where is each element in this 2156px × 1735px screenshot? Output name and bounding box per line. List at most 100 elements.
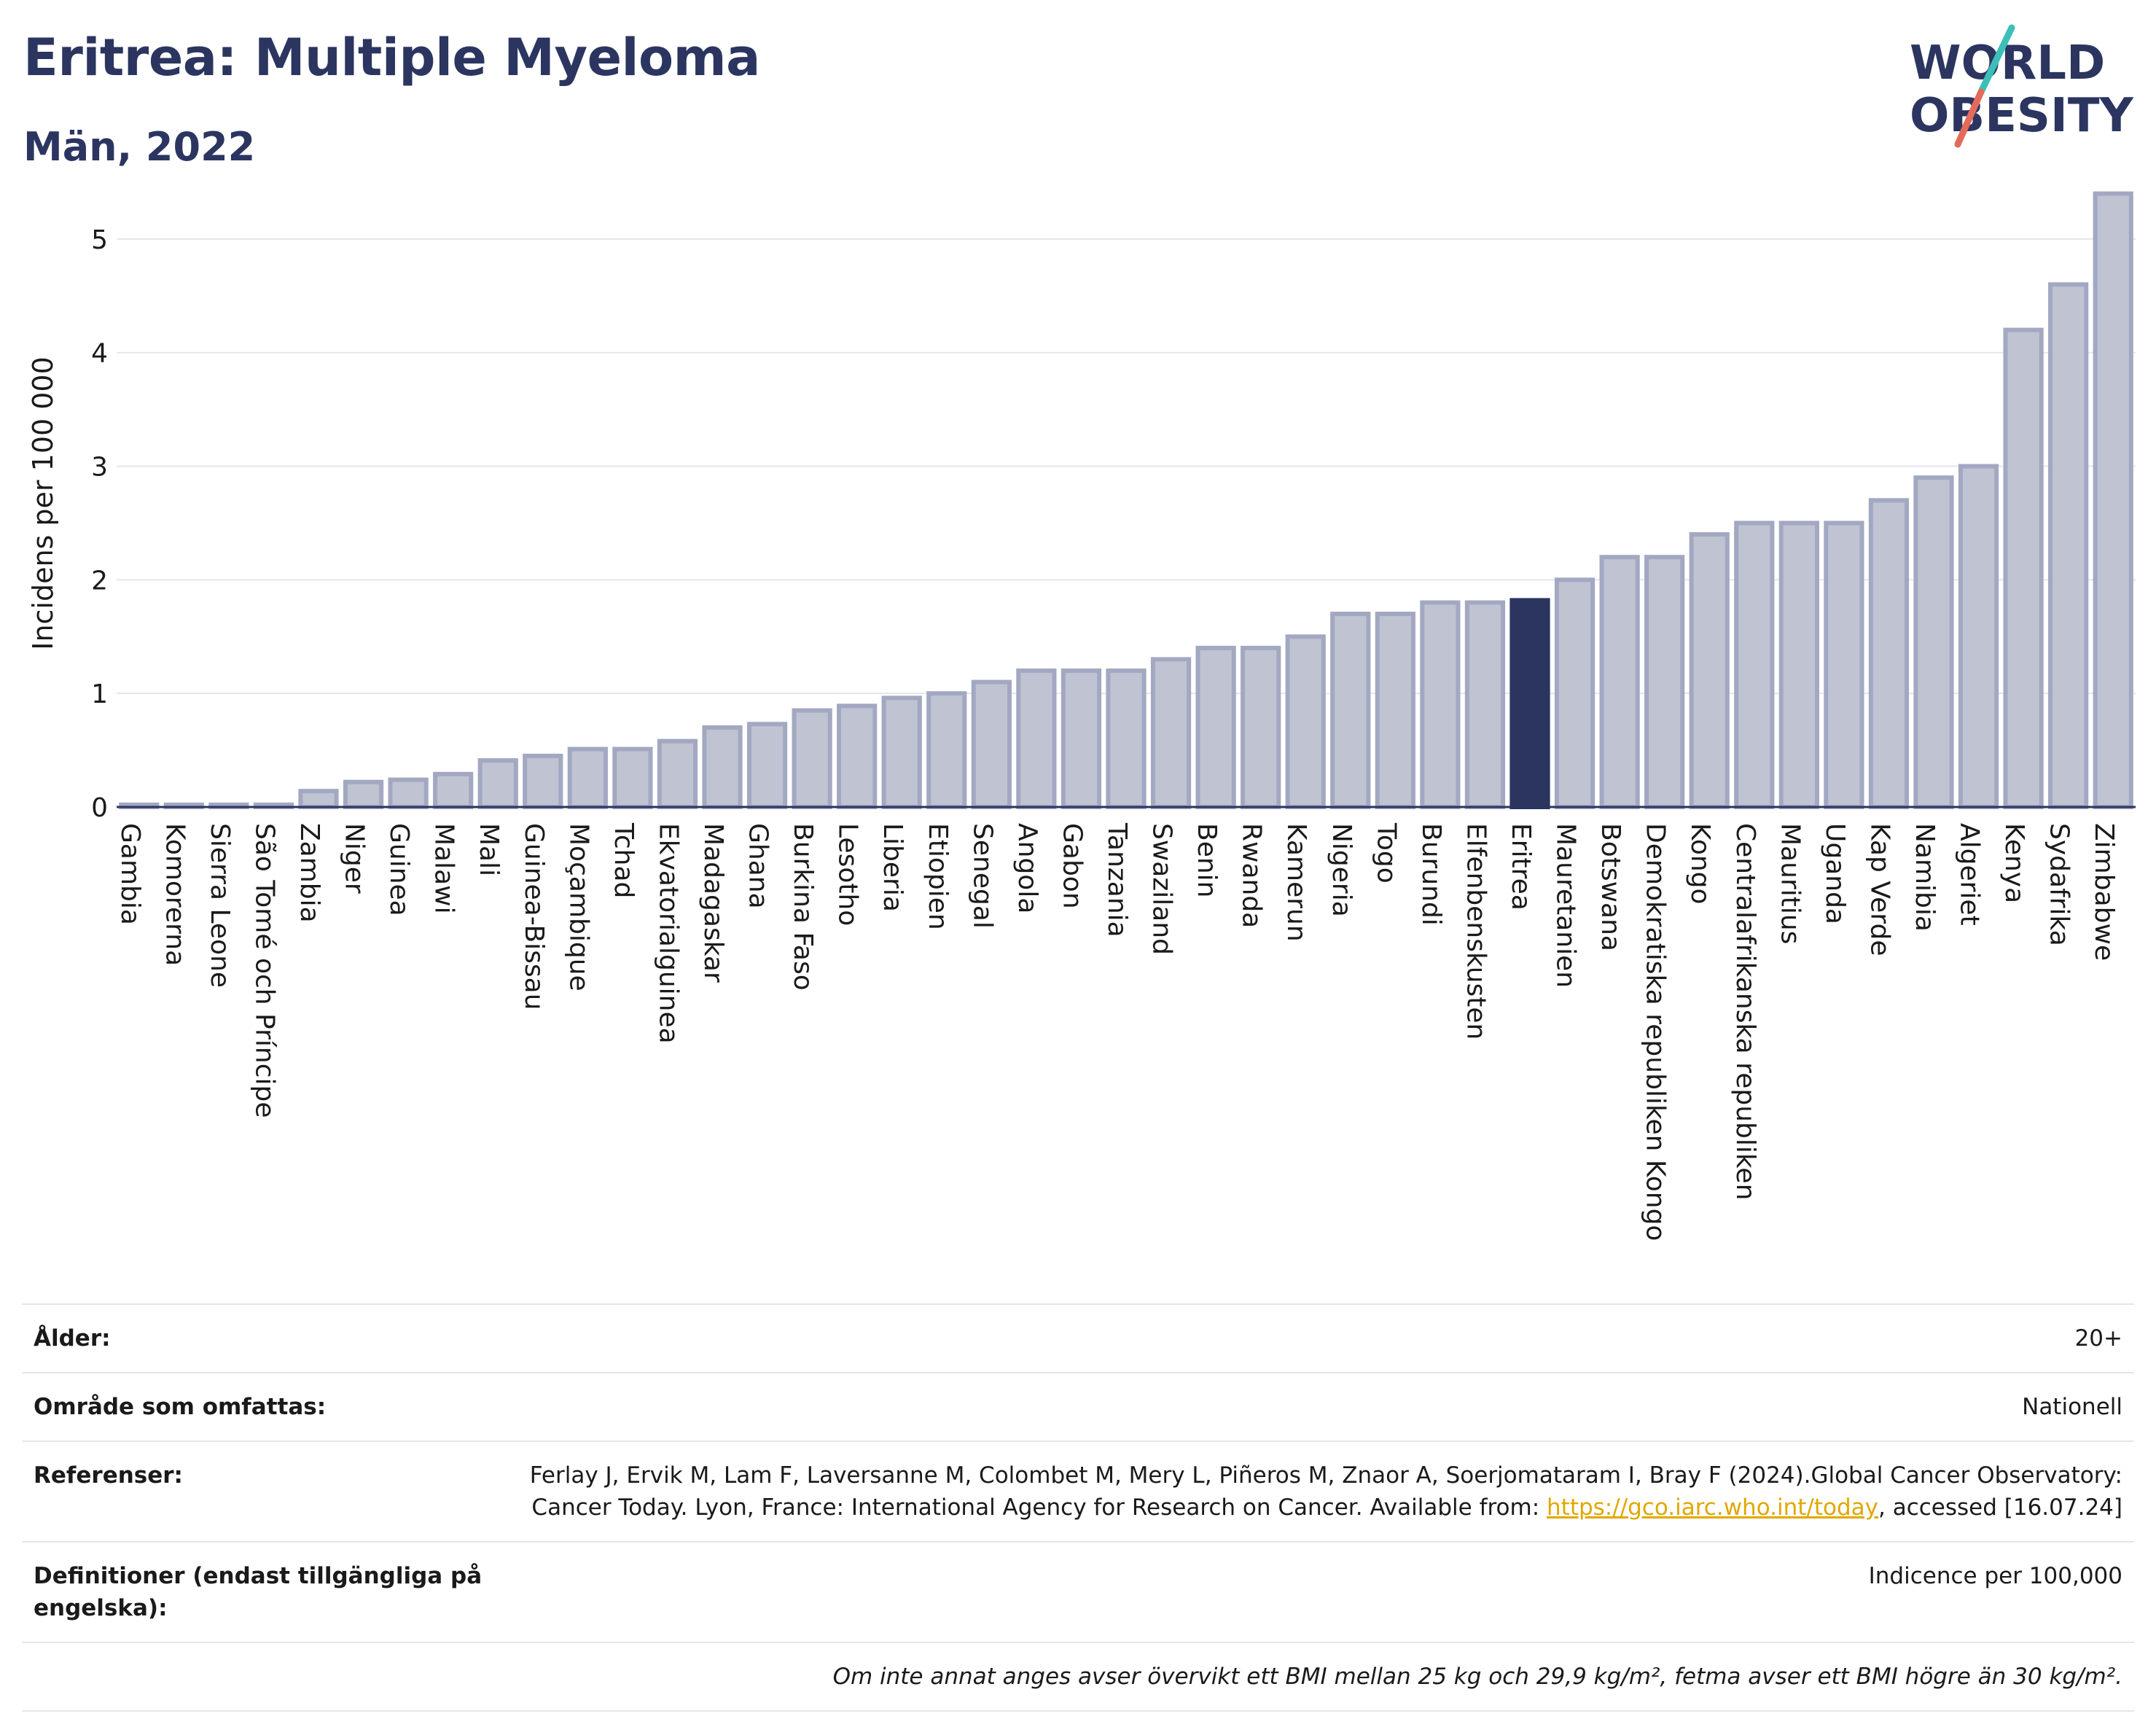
bar-togo — [1375, 612, 1415, 809]
bar-kenya — [2003, 327, 2044, 809]
meta-value: Nationell — [497, 1372, 2134, 1442]
x-tick-label: Uganda — [1820, 823, 1850, 924]
x-tick-label: Komorerna — [160, 823, 190, 966]
bar-burundi — [1420, 600, 1461, 809]
bar-centralafrikanska-republiken — [1734, 520, 1775, 809]
x-tick-label: Eritrea — [1506, 823, 1536, 911]
x-tick-label: Etiopien — [923, 823, 953, 930]
y-tick-label: 3 — [91, 453, 108, 483]
meta-key: Definitioner (endast tillgängliga på eng… — [22, 1541, 497, 1643]
x-tick-label: Lesotho — [833, 823, 863, 926]
bar-demokratiska-republiken-kongo — [1644, 555, 1685, 809]
x-tick-label: Kamerun — [1281, 823, 1311, 942]
bar-gabon — [1061, 668, 1102, 809]
x-tick-label: Sydafrika — [2044, 823, 2074, 946]
page-subtitle: Män, 2022 — [23, 124, 256, 170]
meta-key-empty — [22, 1642, 497, 1712]
bar-ekvatorialguinea — [657, 738, 698, 809]
bar-kongo — [1689, 532, 1730, 809]
bar-liberia — [881, 695, 922, 809]
x-tick-label: Madagaskar — [698, 823, 728, 983]
logo-slash-teal — [1977, 24, 2015, 95]
bmi-note: Om inte annat anges avser övervikt ett B… — [497, 1642, 2134, 1712]
bar-mauretanien — [1554, 577, 1595, 809]
bar-tchad — [612, 746, 653, 809]
x-tick-label: Malawi — [429, 823, 459, 914]
bar-algeriet — [1958, 464, 1999, 810]
bar-botswana — [1599, 555, 1640, 809]
x-tick-label: Kap Verde — [1864, 823, 1894, 956]
x-tick-label: Demokratiska republiken Kongo — [1641, 823, 1671, 1241]
bar-moçambique — [567, 746, 608, 809]
x-tick-label: São Tomé och Príncipe — [249, 823, 279, 1118]
bar-mauritius — [1778, 520, 1819, 809]
x-tick-label: Mauritius — [1775, 823, 1805, 944]
x-tick-label: Zimbabwe — [2089, 823, 2119, 961]
references-text: Ferlay J, Ervik M, Lam F, Laversanne M, … — [529, 1462, 2122, 1521]
x-tick-label: Senegal — [967, 823, 997, 929]
y-ticks: 0 1 2 3 4 5 — [91, 225, 108, 823]
metadata-table: Ålder: 20+ Område som omfattas: Nationel… — [22, 1303, 2134, 1712]
world-obesity-logo: WORLD OBESITY — [1910, 24, 2133, 148]
x-tick-label: Mauretanien — [1551, 823, 1581, 988]
meta-key: Område som omfattas: — [22, 1372, 497, 1442]
logo-line-obesity: OBESITY — [1910, 89, 2133, 143]
page-title: Eritrea: Multiple Myeloma — [23, 28, 760, 87]
bar-ghana — [746, 722, 788, 810]
bar-lesotho — [837, 703, 878, 810]
bar-benin — [1195, 645, 1236, 810]
bar-chart: 0 1 2 3 4 5 Gambia Komorerna Sierra Leone São To… — [27, 191, 2136, 1241]
x-tick-label: Burkina Faso — [788, 823, 818, 991]
x-tick-label: Zambia — [294, 823, 324, 923]
bar-angola — [1016, 668, 1057, 809]
x-tick-label: Swaziland — [1147, 823, 1177, 955]
x-tick-label: Kongo — [1685, 823, 1715, 905]
x-tick-label: Niger — [340, 823, 370, 894]
bar-zimbabwe — [2093, 191, 2133, 809]
meta-value: Ferlay J, Ervik M, Lam F, Laversanne M, … — [497, 1440, 2134, 1543]
meta-value: Indicence per 100,000 — [497, 1541, 2134, 1643]
x-tick-label: Nigeria — [1327, 823, 1356, 917]
bar-elfenbenskusten — [1464, 600, 1506, 809]
x-tick-label: Gambia — [115, 823, 145, 925]
x-tick-label: Mali — [474, 823, 504, 876]
bar-guinea-bissau — [523, 753, 563, 810]
bar-tanzania — [1106, 668, 1147, 809]
bar-nigeria — [1330, 612, 1371, 809]
meta-key: Ålder: — [22, 1303, 497, 1373]
meta-row-note: Om inte annat anges avser övervikt ett B… — [22, 1642, 2134, 1712]
x-ticks: Gambia Komorerna Sierra Leone São Tomé och … — [115, 822, 2119, 1241]
x-tick-label: Moçambique — [563, 823, 593, 991]
x-tick-label: Ghana — [743, 823, 773, 909]
y-tick-label: 0 — [91, 793, 108, 823]
bar-kamerun — [1285, 634, 1326, 809]
x-tick-label: Angola — [1012, 823, 1042, 913]
meta-row-references: Referenser: Ferlay J, Ervik M, Lam F, La… — [22, 1440, 2134, 1543]
y-tick-label: 5 — [91, 225, 108, 255]
x-tick-label: Liberia — [878, 823, 907, 912]
x-tick-label: Namibia — [1910, 823, 1940, 932]
meta-row-definitions: Definitioner (endast tillgängliga på eng… — [22, 1541, 2134, 1643]
bar-burkina-faso — [792, 708, 832, 810]
y-axis-label: Incidens per 100 000 — [27, 356, 59, 650]
x-tick-label: Tanzania — [1102, 822, 1132, 937]
logo-slash-red — [1954, 88, 1985, 148]
x-tick-label: Algeriet — [1955, 823, 1985, 926]
meta-row-area: Område som omfattas: Nationell — [22, 1372, 2134, 1442]
bar-zambia — [298, 789, 339, 809]
bar-sydafrika — [2048, 282, 2089, 809]
x-tick-label: Sierra Leone — [205, 823, 235, 988]
x-tick-label: Benin — [1192, 823, 1222, 897]
x-tick-label: Elfenbenskusten — [1461, 823, 1491, 1040]
bar-kap-verde — [1868, 498, 1910, 809]
x-tick-label: Burundi — [1416, 823, 1446, 926]
x-tick-label: Tchad — [609, 822, 638, 898]
y-tick-label: 4 — [91, 339, 108, 369]
references-link[interactable]: https://gco.iarc.who.int/today — [1547, 1494, 1878, 1521]
bar-swaziland — [1150, 657, 1192, 809]
y-tick-label: 1 — [91, 679, 108, 709]
bar-rwanda — [1241, 645, 1281, 810]
bar-eritrea — [1509, 598, 1550, 809]
bar-uganda — [1824, 520, 1864, 809]
bar-madagaskar — [702, 725, 743, 809]
